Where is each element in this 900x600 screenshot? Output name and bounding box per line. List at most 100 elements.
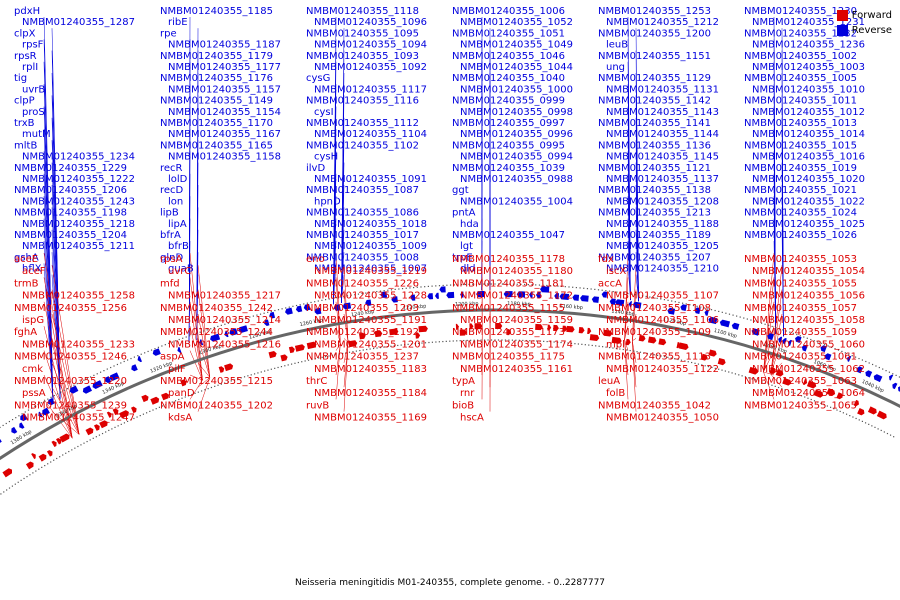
forward-feature <box>288 346 295 354</box>
tick-dot <box>47 398 49 400</box>
reverse-feature <box>264 319 270 326</box>
tick-dot <box>893 436 895 438</box>
callout-line <box>196 274 199 340</box>
tick-dot <box>494 283 496 285</box>
tick-dot <box>379 346 382 349</box>
tick-dot <box>627 292 629 295</box>
tick-dot <box>497 339 500 341</box>
reverse-feature <box>865 370 873 378</box>
tick-dot <box>504 339 507 341</box>
forward-gene-label: NMBM01240355_1159 <box>460 315 573 326</box>
tick-dot <box>663 356 666 358</box>
reverse-feature <box>152 348 161 356</box>
tick-dot <box>23 477 25 480</box>
tick-dot <box>95 436 97 438</box>
tick-dot <box>667 299 669 301</box>
tick-dot <box>196 332 198 334</box>
tick-dot <box>660 355 662 357</box>
tick-dot <box>413 286 415 289</box>
tick-dot <box>150 349 153 351</box>
reverse-gene-label: NMBM01240355_1093 <box>306 51 419 62</box>
reverse-feature <box>109 372 120 381</box>
tick-dot <box>575 286 577 289</box>
tick-dot <box>827 345 829 347</box>
tick-dot <box>431 341 434 343</box>
tick-dot <box>633 350 635 352</box>
forward-feature <box>119 410 129 419</box>
tick-dot <box>267 369 269 371</box>
tick-dot <box>317 300 319 302</box>
tick-dot <box>704 365 706 367</box>
forward-gene-label: fdx <box>598 254 614 265</box>
tick-dot <box>133 356 135 358</box>
tick-dot <box>157 346 160 348</box>
reverse-feature <box>210 333 221 342</box>
forward-feature <box>748 366 759 375</box>
forward-gene-label: ruvB <box>306 400 329 411</box>
callout-line <box>189 350 203 381</box>
tick-dot <box>220 324 222 326</box>
callout-line <box>51 362 80 435</box>
reverse-gene-label: NMBM01240355_1222 <box>22 174 135 185</box>
reverse-gene-label: NMBM01240355_1208 <box>606 196 719 207</box>
forward-gene-label: NMBM01240355_1108 <box>598 303 711 314</box>
tick-dot <box>449 340 451 342</box>
reverse-feature <box>0 436 2 446</box>
tick-dot <box>810 338 812 341</box>
tick-dot <box>252 315 254 317</box>
tick-dot <box>6 489 8 491</box>
tick-dot <box>845 413 848 415</box>
callout-line <box>632 289 637 341</box>
forward-gene-label: NMBM01240355_1246 <box>14 352 127 363</box>
tick-dot <box>20 479 22 481</box>
tick-dot <box>290 363 293 365</box>
tick-dot <box>74 447 76 449</box>
callout-line <box>632 340 637 363</box>
reverse-gene-label: NMBM01240355_1092 <box>314 62 427 73</box>
tick-dot <box>53 394 55 397</box>
tick-dot <box>638 294 640 296</box>
tick-dot <box>630 293 633 295</box>
reverse-gene-label: glnD <box>160 252 183 263</box>
tick-dot <box>197 391 199 393</box>
callout-line <box>51 411 80 435</box>
tick-dot <box>210 386 213 389</box>
reverse-gene-label: NMBM01240355_1117 <box>314 84 427 95</box>
tick-dot <box>140 353 142 355</box>
tick-dot <box>820 402 822 404</box>
reverse-gene-label: clpX <box>14 28 36 39</box>
reverse-gene-label: NMBM01240355_1022 <box>752 196 865 207</box>
tick-dot <box>874 426 876 428</box>
tick-dot <box>608 290 611 292</box>
forward-feature <box>474 323 483 330</box>
tick-dot <box>137 355 139 357</box>
tick-dot <box>71 449 73 451</box>
forward-feature <box>348 340 358 348</box>
callout-line <box>189 379 203 400</box>
tick-dot <box>885 370 887 372</box>
tick-dot <box>656 297 658 299</box>
tick-dot <box>270 368 272 370</box>
reverse-gene-label: NMBM01240355_1138 <box>598 185 711 196</box>
forward-feature <box>813 389 824 398</box>
tick-dot <box>146 412 148 414</box>
forward-gene-label: NMBM01240355_1181 <box>452 278 565 289</box>
tick-dot <box>424 286 426 288</box>
tick-dot <box>164 344 166 346</box>
reverse-feature <box>801 344 808 352</box>
tick-dot <box>687 361 689 363</box>
tick-dot <box>83 442 85 444</box>
reverse-gene-label: NMBM01240355_1158 <box>168 152 281 163</box>
tick-dot <box>171 341 173 343</box>
tick-dot <box>267 311 269 313</box>
callout-line <box>763 371 775 400</box>
tick-dot <box>563 342 566 344</box>
forward-gene-label: NMBM01240355_1219 <box>314 266 427 277</box>
tick-dot <box>47 463 49 465</box>
tick-dot <box>572 286 574 288</box>
tick-dot <box>629 349 631 352</box>
forward-feature <box>112 408 119 416</box>
reverse-gene-label: gshA <box>14 252 39 263</box>
tick-dot <box>546 284 548 287</box>
reverse-gene-label: pdxH <box>14 6 40 17</box>
